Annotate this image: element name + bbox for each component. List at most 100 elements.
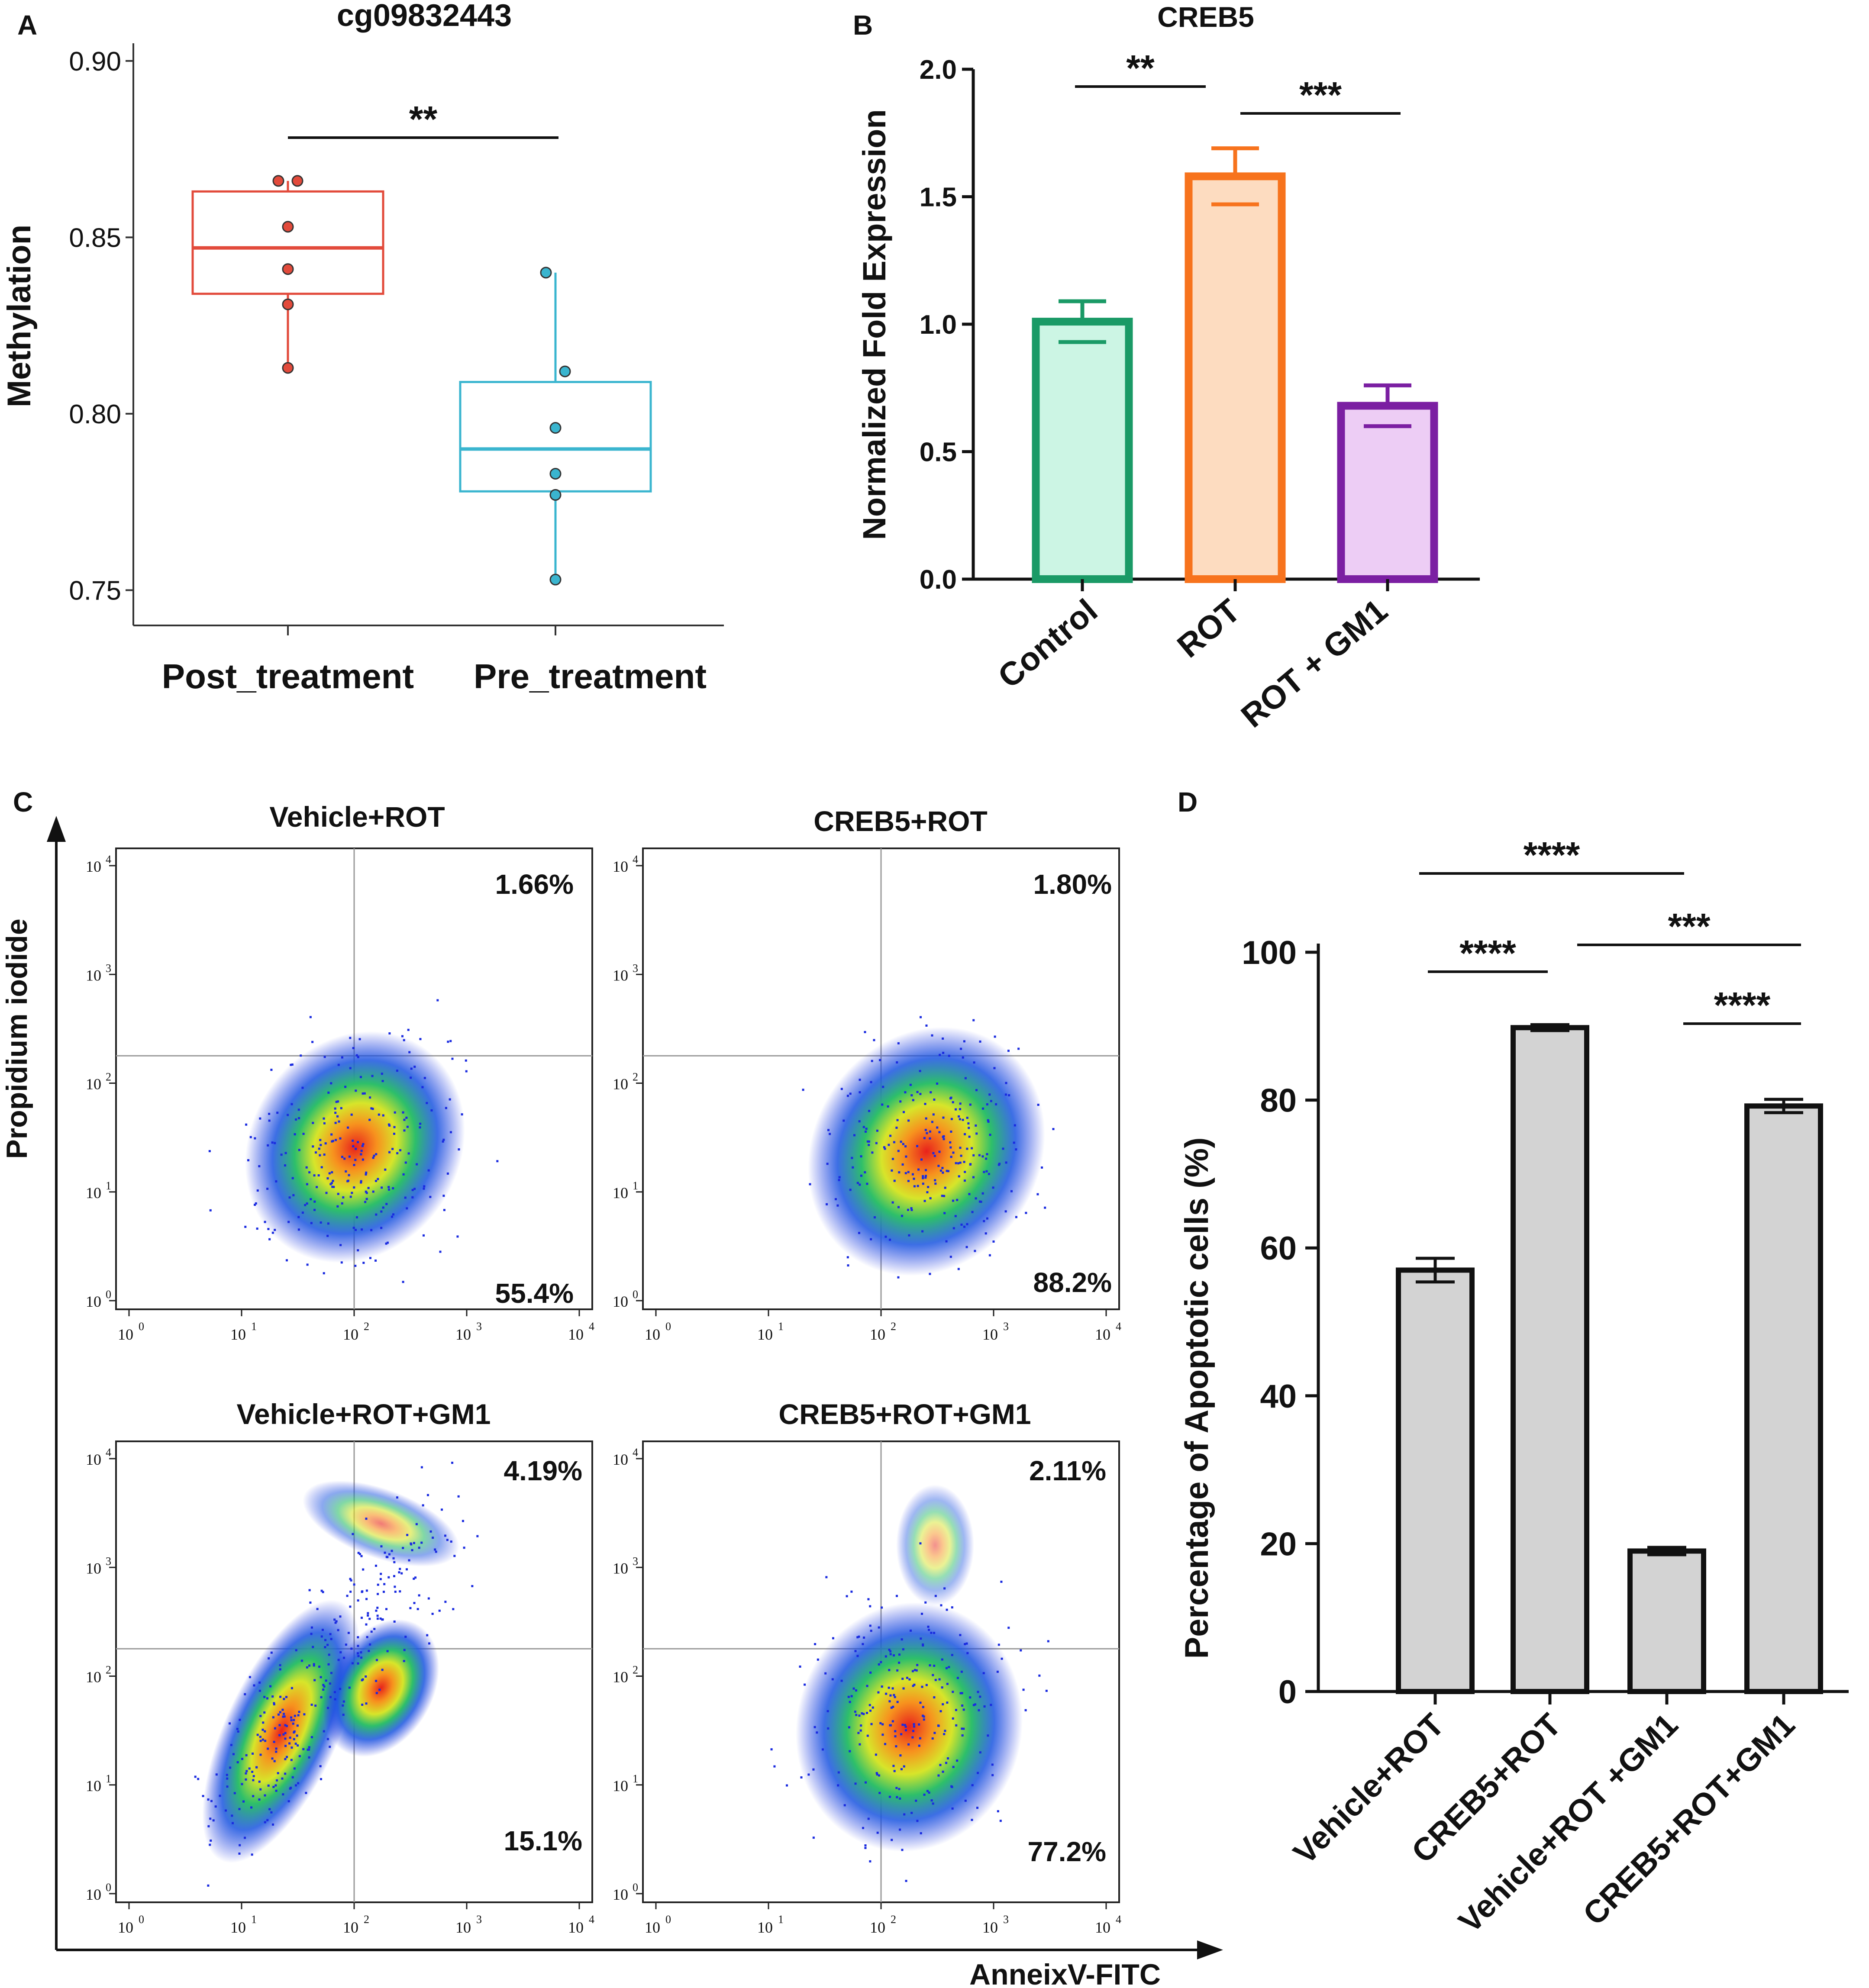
flow-ytick-exponent: 0 (106, 1288, 111, 1301)
flow-ytick-label: 10 (613, 1293, 628, 1310)
panel-b-xtick-control: Control (991, 592, 1104, 696)
flow-event-dot (264, 1740, 267, 1742)
flow-event-dot (945, 1762, 948, 1764)
flow-event-dot (336, 1205, 339, 1208)
flow-event-dot (933, 1098, 936, 1101)
flow-ytick-exponent: 4 (106, 853, 111, 866)
flow-event-dot (293, 1730, 296, 1733)
flow-event-dot (863, 1637, 865, 1639)
flow-event-dot (322, 1591, 324, 1593)
flow-xtick-label: 10 (343, 1326, 358, 1343)
flow-event-dot (881, 1723, 884, 1726)
flow-ytick-exponent: 1 (106, 1772, 111, 1785)
flow-event-dot (919, 1542, 922, 1545)
flow-event-dot (912, 1685, 914, 1687)
flow-event-dot (926, 1790, 929, 1792)
flow-event-dot (975, 1089, 978, 1092)
flow-event-dot (290, 1063, 292, 1066)
flow-event-dot (340, 1107, 342, 1109)
panel-b-bar (1185, 172, 1286, 583)
flow-event-dot (974, 1250, 976, 1252)
flow-event-dot (354, 1159, 357, 1161)
flow-event-dot (897, 1150, 900, 1152)
flow-xtick-exponent: 3 (1003, 1320, 1009, 1333)
flow-event-dot (913, 1185, 916, 1188)
flow-xtick-exponent: 2 (891, 1913, 896, 1926)
flow-ytick-exponent: 3 (633, 1555, 638, 1567)
flow-event-dot (868, 1110, 871, 1112)
flow-event-dot (326, 1234, 329, 1237)
flow-xtick-exponent: 2 (891, 1320, 896, 1333)
flow-event-dot (907, 1179, 910, 1182)
flow-event-dot (1041, 1166, 1043, 1169)
flow-event-dot (244, 1225, 247, 1228)
flow-event-dot (226, 1774, 228, 1776)
flow-event-dot (893, 1179, 896, 1182)
flow-event-dot (310, 1222, 313, 1224)
flow-event-dot (809, 1183, 811, 1186)
flow-event-dot (869, 1624, 872, 1627)
flow-event-dot (451, 1462, 454, 1464)
flow-event-dot (245, 1770, 248, 1772)
flow-event-dot (304, 1204, 307, 1206)
flow-ytick-exponent: 0 (633, 1288, 638, 1301)
panel-b-bar (1337, 402, 1438, 583)
flow-event-dot (210, 1840, 212, 1842)
flow-event-dot (948, 1666, 950, 1669)
flow-event-dot (923, 1137, 926, 1139)
flow-event-dot (981, 1155, 984, 1158)
flow-event-dot (934, 1679, 937, 1681)
flow-event-dot (864, 1846, 867, 1849)
flow-event-dot (382, 1591, 385, 1593)
flow-event-dot (315, 1151, 317, 1154)
flow-event-dot (896, 1796, 898, 1798)
flow-event-dot (807, 1773, 810, 1776)
flow-event-dot (449, 1040, 452, 1042)
flow-event-dot (856, 1636, 859, 1639)
flow-event-dot (238, 1808, 241, 1811)
flow-event-dot (465, 1059, 467, 1062)
flow-event-dot (318, 1666, 321, 1668)
flow-event-dot (868, 1144, 870, 1146)
flow-event-dot (279, 1711, 281, 1714)
flow-event-dot (922, 1644, 924, 1646)
flow-ytick-exponent: 2 (633, 1664, 638, 1676)
flow-event-dot (258, 1780, 261, 1783)
flow-event-dot (898, 1653, 901, 1656)
flow-event-dot (267, 1228, 270, 1230)
flow-event-dot (920, 1158, 923, 1161)
flow-event-dot (925, 1684, 928, 1686)
flow-event-dot (1037, 1103, 1039, 1106)
flow-event-dot (926, 1191, 929, 1194)
flow-event-dot (966, 1117, 968, 1119)
flow-event-dot (902, 1687, 905, 1690)
flow-event-dot (267, 1144, 269, 1147)
flow-event-dot (1015, 1216, 1017, 1218)
flow-event-dot (310, 1633, 313, 1635)
flow-event-dot (241, 1783, 243, 1785)
flow-event-dot (909, 1083, 912, 1086)
flow-event-dot (869, 1709, 872, 1712)
flow-event-dot (285, 1725, 288, 1727)
flow-event-dot (226, 1777, 229, 1780)
flow-event-dot (245, 1754, 248, 1756)
flow-event-dot (827, 1727, 830, 1730)
flow-event-dot (379, 1617, 382, 1620)
flow-event-dot (423, 1077, 426, 1079)
flow-event-dot (900, 1141, 902, 1143)
flow-event-dot (224, 1809, 227, 1812)
flow-event-dot (319, 1139, 322, 1141)
flow-event-dot (308, 1746, 310, 1749)
flow-event-dot (988, 1093, 991, 1096)
flow-event-dot (826, 1163, 829, 1165)
flow-event-dot (908, 1678, 911, 1681)
flow-event-dot (958, 1115, 960, 1118)
flow-event-dot (949, 1146, 952, 1149)
flow-event-dot (413, 1188, 416, 1190)
flow-event-dot (406, 1207, 408, 1210)
flow-event-dot (261, 1738, 264, 1741)
flow-event-dot (293, 1738, 295, 1740)
flow-event-dot (413, 1602, 416, 1605)
flow-event-dot (332, 1186, 335, 1188)
flow-event-dot (894, 1735, 897, 1737)
